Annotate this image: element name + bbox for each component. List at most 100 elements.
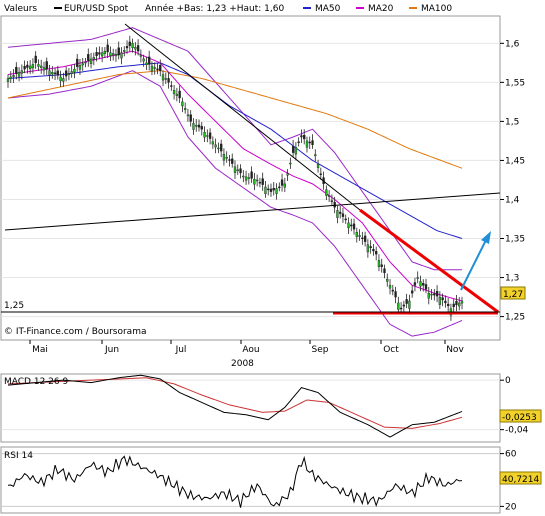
macd-series [7, 374, 463, 438]
candle-body [45, 61, 48, 70]
x-tick-label: Nov [446, 345, 464, 355]
candle-body [413, 282, 417, 286]
blue-arrow-head [481, 231, 491, 244]
candle-body [377, 260, 381, 268]
candle [150, 61, 154, 76]
macd-tick-label: 0 [505, 376, 511, 386]
legend-header: Valeurs EUR/USD Spot Année +Bas: 1,23 +H… [4, 3, 452, 14]
blue-breakout-arrow [460, 237, 488, 291]
rsi-last-box [499, 471, 542, 485]
candle [435, 285, 439, 303]
price-panel: 1,25 © IT-Finance.com / Boursorama 1,61,… [0, 15, 526, 369]
candle [283, 177, 286, 192]
candle [197, 119, 201, 132]
candle-body [197, 124, 201, 128]
candle [123, 46, 126, 57]
candle [136, 39, 140, 56]
candle [416, 271, 419, 284]
candle-body [134, 47, 137, 50]
candle [192, 118, 195, 135]
candle [37, 59, 40, 71]
candle-body [26, 64, 29, 68]
watermark: © IT-Finance.com / Boursorama [4, 327, 146, 337]
candle-body [37, 64, 40, 67]
candle [278, 182, 281, 192]
candle [303, 129, 306, 145]
candle-body [231, 158, 234, 164]
candle-body [120, 52, 123, 59]
candle-body [203, 132, 206, 138]
candle-body [56, 70, 59, 76]
candle-body [53, 72, 57, 75]
candle [228, 155, 231, 167]
candle-body [172, 89, 176, 94]
candle [217, 142, 220, 154]
candle-body [405, 299, 408, 304]
candle [411, 285, 414, 298]
candle [153, 62, 156, 75]
candle [239, 164, 242, 179]
candle [100, 47, 104, 63]
candle-body [51, 72, 54, 75]
candle [70, 65, 73, 78]
candle [366, 239, 370, 258]
candle [128, 35, 131, 52]
candle [358, 229, 361, 241]
candle-body [64, 70, 68, 77]
candle-body [142, 58, 145, 62]
candle-body [394, 291, 397, 298]
candle-body [336, 210, 339, 218]
candle-body [100, 52, 104, 57]
candle-body [242, 175, 245, 178]
candle-body [460, 300, 464, 304]
candle [408, 294, 411, 315]
macd-tick-label: -0,04 [505, 426, 529, 436]
candle [53, 67, 57, 81]
candle-body [87, 54, 90, 61]
candle-body [117, 47, 120, 56]
last-price-box [500, 286, 526, 300]
candle-body [363, 235, 367, 242]
price-tick-label: 1,45 [505, 156, 525, 166]
x-tick-label: Aou [242, 345, 259, 355]
candle [422, 279, 425, 292]
candle-body [380, 264, 383, 267]
candle-body [455, 300, 458, 306]
candle [64, 66, 68, 82]
candle [203, 126, 206, 143]
candle [98, 46, 101, 60]
candle [214, 138, 217, 154]
rsi-tick-label: 20 [505, 502, 517, 512]
candle [34, 51, 37, 69]
candle-body [131, 43, 134, 49]
candle-body [361, 237, 364, 240]
x-tick-label: Oct [383, 345, 399, 355]
candle-body [211, 141, 215, 145]
candle-body [397, 302, 400, 310]
macd-last-badge: -0,0253 [499, 409, 542, 423]
candle-body [103, 50, 107, 54]
candle [347, 217, 350, 235]
candle-body [355, 232, 358, 237]
candle [424, 278, 428, 294]
candle [250, 166, 253, 183]
candle-body [297, 141, 300, 143]
candle-body [372, 249, 375, 252]
candle-body [330, 200, 334, 202]
candle [76, 54, 79, 72]
candle-body [95, 52, 98, 57]
macd-y-axis: 0 -0,04 [500, 376, 529, 436]
candle-body [175, 93, 179, 96]
price-tick-label: 1,55 [505, 78, 525, 88]
candle-body [92, 57, 95, 60]
x-axis: Mai Jun Jul Aou Sep Oct Nov [29, 340, 464, 355]
candle-body [399, 307, 403, 310]
candle-body [350, 224, 353, 227]
candle-body [28, 65, 32, 70]
candle [23, 60, 26, 74]
candle [40, 59, 43, 74]
candle [26, 61, 29, 74]
candle [455, 295, 458, 312]
candle-body [81, 63, 84, 66]
